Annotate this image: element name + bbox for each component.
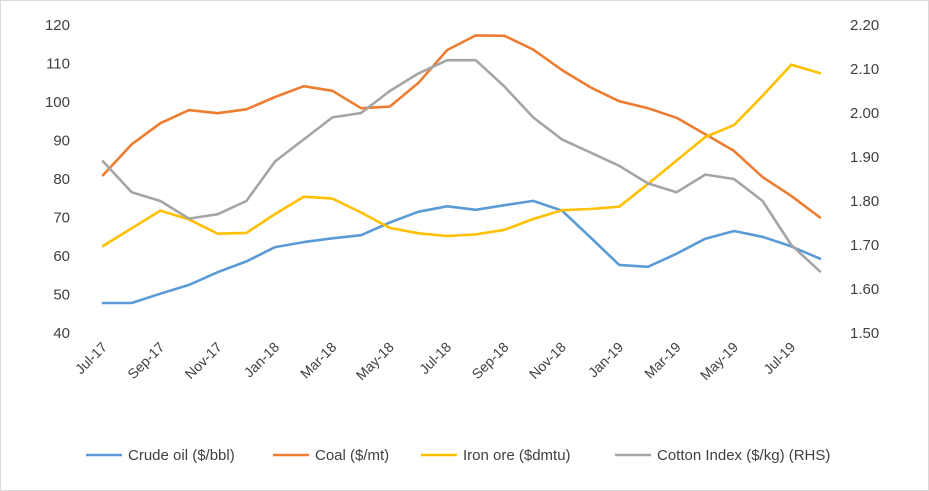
left-axis-tick-label: 100 bbox=[45, 94, 70, 111]
x-axis-tick-label: Sep-17 bbox=[124, 339, 167, 382]
x-axis-tick-label: Mar-19 bbox=[641, 339, 684, 382]
x-axis-tick-label: Jul-19 bbox=[760, 339, 798, 377]
series-line-1 bbox=[101, 199, 822, 305]
left-axis: 40 50 60 70 80 90 100 110 120 bbox=[45, 17, 70, 342]
right-axis: 1.50 1.60 1.70 1.80 1.90 2.00 2.10 2.20 bbox=[850, 17, 879, 342]
left-axis-tick-label: 40 bbox=[53, 325, 70, 342]
x-axis-tick-label: May-19 bbox=[697, 339, 741, 383]
right-axis-tick-label: 1.50 bbox=[850, 325, 879, 342]
x-axis-tick-label: Jul-17 bbox=[72, 339, 110, 377]
left-axis-tick-label: 80 bbox=[53, 171, 70, 188]
left-axis-tick-label: 120 bbox=[45, 17, 70, 34]
left-axis-tick-label: 90 bbox=[53, 133, 70, 150]
x-axis-tick-label: Nov-18 bbox=[526, 339, 569, 382]
series-line-3 bbox=[101, 63, 822, 248]
x-axis-tick-label: Jan-19 bbox=[585, 339, 627, 381]
x-axis-tick-label: Nov-17 bbox=[182, 339, 225, 382]
x-axis-tick-label: Jul-18 bbox=[416, 339, 454, 377]
legend-label: Cotton Index ($/kg) (RHS) bbox=[657, 447, 830, 464]
right-axis-tick-label: 1.70 bbox=[850, 237, 879, 254]
left-axis-tick-label: 50 bbox=[53, 287, 70, 304]
x-axis-tick-label: Mar-18 bbox=[297, 339, 340, 382]
right-axis-tick-label: 2.00 bbox=[850, 105, 879, 122]
legend: Crude oil ($/bbl) Coal ($/mt) Iron ore ($d… bbox=[86, 447, 830, 464]
series-line-4 bbox=[101, 58, 822, 273]
legend-label: Coal ($/mt) bbox=[315, 447, 389, 464]
x-axis-tick-label: May-18 bbox=[353, 339, 397, 383]
left-axis-tick-label: 60 bbox=[53, 248, 70, 265]
right-axis-tick-label: 1.80 bbox=[850, 193, 879, 210]
x-axis-tick-label: Jan-18 bbox=[241, 339, 283, 381]
series-lines bbox=[101, 34, 822, 305]
right-axis-tick-label: 1.90 bbox=[850, 149, 879, 166]
right-axis-tick-label: 1.60 bbox=[850, 281, 879, 298]
legend-label: Crude oil ($/bbl) bbox=[128, 447, 235, 464]
series-line-2 bbox=[101, 34, 822, 219]
left-axis-tick-label: 70 bbox=[53, 210, 70, 227]
x-axis: Jul-17 Sep-17 Nov-17 Jan-18 Mar-18 May-18 Jul-… bbox=[72, 339, 799, 383]
legend-label: Iron ore ($dmtu) bbox=[463, 447, 571, 464]
right-axis-tick-label: 2.20 bbox=[850, 17, 879, 34]
x-axis-tick-label: Sep-18 bbox=[468, 339, 511, 382]
left-axis-tick-label: 110 bbox=[46, 56, 70, 73]
right-axis-tick-label: 2.10 bbox=[850, 61, 879, 78]
